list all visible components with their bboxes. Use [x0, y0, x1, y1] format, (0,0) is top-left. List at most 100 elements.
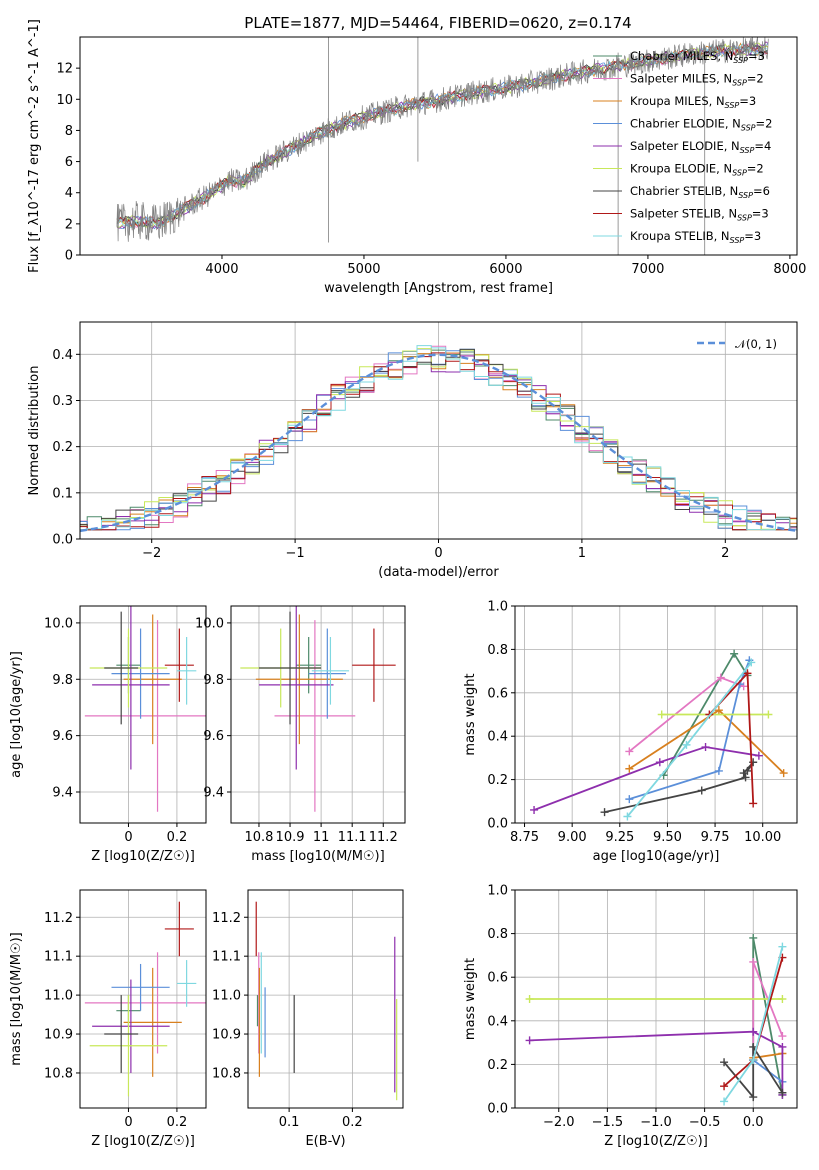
y-axis-label: Normed distribution [27, 366, 42, 496]
weight-point-marker [625, 795, 634, 804]
plot-area [248, 890, 403, 1108]
y-tick-label: 4 [65, 186, 73, 201]
y-axis-label: mass weight [463, 673, 478, 755]
weight-point-marker [778, 1032, 787, 1041]
legend-label: Kroupa ELODIE, NSSP=2 [630, 162, 764, 178]
panel-mass_vs_ebv: 0.1 0.2 10.8 10.9 11.0 11.1 11.2 E(B-V) [212, 889, 404, 1149]
y-tick-label: 12 [56, 62, 73, 77]
y-tick-label: 10.9 [212, 1028, 241, 1043]
y-tick-label: 0.6 [487, 971, 508, 986]
weight-point-marker [754, 751, 763, 760]
model-spectrum-line [116, 41, 769, 230]
legend-label: 𝒩(0, 1) [735, 337, 777, 351]
x-tick-label: 0.0 [743, 1115, 764, 1130]
x-tick-label: 5000 [347, 262, 380, 277]
weight-point-marker [741, 773, 750, 782]
x-tick-label: 0.1 [279, 1115, 300, 1130]
weight-point-marker [778, 995, 787, 1003]
weight-point-marker [657, 710, 666, 719]
x-tick-label: 10.00 [744, 830, 781, 845]
y-tick-label: 9.6 [52, 729, 73, 744]
weight-point-marker [720, 1082, 729, 1091]
legend-label: Chabrier MILES, NSSP=3 [630, 49, 765, 65]
x-tick-label: 6000 [489, 262, 522, 277]
y-tick-label: 0.8 [487, 927, 508, 942]
weight-point-marker [701, 743, 710, 752]
panel-weight_vs_Z: −2.0 −1.5 −1.0 −0.5 0.0 0.0 0.2 0.4 0.6 0.8 1.0 Z [… [463, 884, 798, 1149]
plot-area [80, 606, 206, 823]
weight-point-marker [714, 766, 723, 775]
x-tick-label: 0.2 [167, 1115, 188, 1130]
x-tick-label: 0.2 [167, 830, 188, 845]
panel-residuals: −2 −1 0 1 2 0.0 0.1 0.2 0.3 0.4 (data-model)/error… [27, 321, 798, 580]
legend-label: Salpeter STELIB, NSSP=3 [630, 207, 769, 223]
y-tick-label: 9.8 [203, 673, 224, 688]
weight-point-marker [716, 673, 725, 682]
y-tick-label: 1.0 [487, 884, 508, 899]
legend-label: Kroupa MILES, NSSP=3 [630, 94, 756, 110]
y-tick-label: 0 [65, 249, 73, 264]
panel-spectrum: 4000 5000 6000 7000 8000 0 2 4 6 8 10 12 wavelength … [27, 19, 806, 296]
y-tick-label: 0.2 [487, 773, 508, 788]
weight-point-marker [778, 1042, 787, 1051]
x-tick-label: 9.00 [558, 830, 587, 845]
y-tick-label: 10.8 [44, 1066, 73, 1081]
y-tick-label: 6 [65, 155, 73, 170]
residual-histogram [80, 349, 797, 531]
x-tick-label: 9.25 [605, 830, 634, 845]
weight-point-marker [655, 758, 664, 767]
x-tick-label: 8.75 [510, 830, 539, 845]
weight-point-marker [743, 766, 752, 775]
weight-point-marker [749, 799, 758, 808]
y-tick-label: 11.0 [212, 989, 241, 1004]
x-axis-label: mass [log10(M/M☉)] [251, 849, 384, 864]
axes-frame [247, 889, 404, 1109]
x-tick-label: −0.5 [689, 1115, 721, 1130]
y-tick-label: 8 [65, 124, 73, 139]
x-tick-label: 0 [124, 1115, 132, 1130]
weight-point-marker [530, 805, 539, 814]
weight-point-marker [747, 658, 756, 667]
weight-point-marker [778, 1088, 787, 1097]
weight-point-marker [682, 740, 691, 749]
y-tick-label: 11.2 [44, 911, 73, 926]
x-tick-label: −1.5 [592, 1115, 624, 1130]
y-axis-label: age [log10(age/yr)] [9, 651, 24, 778]
legend-label: Salpeter ELODIE, NSSP=4 [630, 139, 771, 155]
legend-label: Chabrier STELIB, NSSP=6 [630, 184, 770, 200]
x-tick-label: 4000 [205, 262, 238, 277]
weight-point-marker [749, 933, 758, 942]
legend-label: Chabrier ELODIE, NSSP=2 [630, 117, 772, 133]
y-tick-label: 0.4 [487, 730, 508, 745]
y-tick-label: 0.1 [52, 486, 73, 501]
plot-area [231, 606, 405, 823]
x-axis-label: Z [log10(Z/Z☉)] [91, 1134, 195, 1149]
y-tick-label: 9.4 [52, 786, 73, 801]
weight-point-marker [714, 706, 723, 715]
weight-series-line [533, 746, 760, 811]
plot-area [515, 606, 797, 823]
legend: Chabrier MILES, NSSP=3 Salpeter MILES, NS… [593, 49, 772, 245]
legend-label: Kroupa STELIB, NSSP=3 [630, 229, 761, 245]
x-axis-label: Z [log10(Z/Z☉)] [604, 1134, 708, 1149]
y-tick-label: 10.0 [44, 616, 73, 631]
weight-point-marker [749, 957, 758, 966]
normal-reference-curve [80, 353, 797, 533]
weight-point-marker [779, 769, 788, 778]
weight-point-marker [749, 1093, 758, 1102]
axes-frame [514, 605, 798, 824]
x-axis-label: Z [log10(Z/Z☉)] [91, 849, 195, 864]
plot-area [116, 37, 769, 255]
x-tick-label: −1.0 [640, 1115, 672, 1130]
weight-point-marker [764, 710, 773, 719]
x-tick-label: 9.50 [653, 830, 682, 845]
weight-series-line [604, 761, 754, 813]
x-tick-label: 9.75 [701, 830, 730, 845]
y-tick-label: 10.9 [44, 1028, 73, 1043]
y-axis-label: mass [log10(M/M☉)] [9, 932, 24, 1065]
x-axis-label: age [log10(age/yr)] [593, 849, 720, 864]
x-tick-label: 1 [578, 546, 586, 561]
x-tick-label: −2 [142, 546, 161, 561]
weight-point-marker [625, 747, 634, 756]
